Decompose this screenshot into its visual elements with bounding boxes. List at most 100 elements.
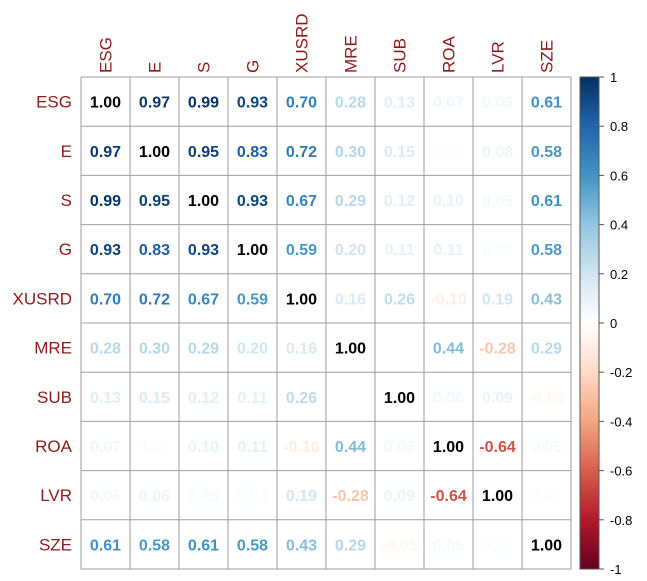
- cell-value: 0.11: [237, 439, 267, 456]
- cell-value: 0.07: [90, 439, 121, 456]
- col-label-e: E: [146, 62, 165, 73]
- row-label-sub: SUB: [37, 388, 72, 407]
- legend-tick-label: -0.4: [610, 414, 632, 429]
- matrix-cells: 1.00 0.97 0.99 0.93 0.70 0.28 0.13 0.07 0.06 0.61…: [90, 95, 565, 555]
- cell-value: 0.72: [139, 291, 170, 308]
- legend-tick-label: -0.6: [610, 464, 632, 479]
- cell-value: 0.99: [90, 193, 121, 210]
- cell-value: 0.61: [531, 95, 562, 112]
- col-label-xusrd: XUSRD: [293, 13, 312, 73]
- cell-value: 0.70: [286, 95, 317, 112]
- column-labels: ESG E S G XUSRD MRE SUB ROA LVR SZE: [97, 13, 557, 73]
- legend-tick-label: -0.2: [610, 365, 632, 380]
- cell-value: 1.00: [482, 488, 513, 505]
- cell-value: 0.19: [286, 488, 317, 505]
- color-legend-bar: [579, 76, 600, 570]
- cell-value: 0.29: [335, 193, 366, 210]
- cell-value: 0.16: [335, 291, 366, 308]
- col-label-mre: MRE: [342, 35, 361, 73]
- cell-value: 0.05: [531, 439, 562, 456]
- cell-value: 0.97: [139, 95, 170, 112]
- cell-value: 0.19: [482, 291, 513, 308]
- cell-value: 0.58: [139, 537, 170, 554]
- col-label-sub: SUB: [391, 38, 410, 73]
- cell-value: 0.61: [188, 537, 219, 554]
- cell-value: -0.64: [479, 439, 516, 456]
- cell-value: -0.28: [479, 341, 516, 358]
- cell-value: 1.00: [531, 537, 562, 554]
- cell-value: 0.06: [90, 488, 121, 505]
- row-label-s: S: [61, 191, 72, 210]
- cell-value: 0.11: [237, 390, 267, 407]
- cell-value: 0.06: [433, 390, 464, 407]
- cell-value: 0.02: [139, 439, 170, 456]
- cell-value: 0.61: [531, 193, 562, 210]
- legend-tick-label: 0.2: [610, 267, 628, 282]
- cell-value: 0.12: [188, 390, 219, 407]
- cell-value: 0.29: [335, 537, 366, 554]
- cell-value: 1.00: [433, 439, 464, 456]
- cell-value: -0.10: [283, 439, 320, 456]
- cell-value: 0.10: [188, 439, 219, 456]
- col-label-s: S: [195, 62, 214, 73]
- cell-value: 0.06: [384, 439, 415, 456]
- legend-tick-label: 0.4: [610, 218, 628, 233]
- cell-value: 1.00: [237, 242, 268, 259]
- cell-value: -0.05: [528, 390, 565, 407]
- cell-value: 0.61: [90, 537, 121, 554]
- cell-value: 0.83: [139, 242, 170, 259]
- cell-value: 0.20: [237, 341, 268, 358]
- cell-value: 0.28: [90, 341, 121, 358]
- cell-value: 0.07: [433, 95, 464, 112]
- cell-value: 0.95: [188, 144, 219, 161]
- cell-value: -0.28: [332, 488, 369, 505]
- cell-value: 0.59: [286, 242, 317, 259]
- cell-value: 1.00: [384, 390, 415, 407]
- cell-value: 0.29: [188, 341, 219, 358]
- row-label-g: G: [59, 240, 72, 259]
- cell-value: 0.58: [237, 537, 268, 554]
- cell-value: 0.15: [384, 144, 415, 161]
- cell-value: 0.08: [482, 144, 513, 161]
- cell-value: 0.93: [237, 193, 268, 210]
- col-label-esg: ESG: [97, 37, 116, 73]
- matrix-grid: [80, 76, 572, 570]
- cell-value: 0.02: [482, 537, 513, 554]
- cell-value: 0.13: [384, 95, 415, 112]
- cell-value: 0.58: [531, 242, 562, 259]
- cell-value: 0.09: [482, 390, 513, 407]
- cell-value: 0.58: [531, 144, 562, 161]
- cell-value: 0.28: [335, 95, 366, 112]
- cell-value: 0.93: [188, 242, 219, 259]
- cell-value: 0.03: [237, 488, 268, 505]
- cell-value: 1.00: [286, 291, 317, 308]
- cell-value: 0.43: [286, 537, 317, 554]
- cell-value: 0.08: [139, 488, 170, 505]
- cell-value: 0.59: [237, 291, 268, 308]
- cell-value: 0.44: [335, 439, 366, 456]
- col-label-g: G: [244, 60, 263, 73]
- legend-tick-label: 0: [610, 316, 617, 331]
- row-label-xusrd: XUSRD: [12, 289, 72, 308]
- cell-value: 0.09: [384, 488, 415, 505]
- cell-value: 0.02: [531, 488, 562, 505]
- cell-value: 0.97: [90, 144, 121, 161]
- cell-value: -0.10: [430, 291, 467, 308]
- legend-tick-label: -1: [610, 562, 622, 577]
- legend-tick-label: 0.8: [610, 119, 628, 134]
- cell-value: 0.11: [433, 242, 463, 259]
- cell-value: 0.93: [237, 95, 268, 112]
- cell-value: 0.16: [286, 341, 317, 358]
- cell-value: 0.70: [90, 291, 121, 308]
- cell-value: 0.15: [139, 390, 170, 407]
- cell-value: 0.10: [433, 193, 464, 210]
- cell-value: 0.05: [482, 193, 513, 210]
- col-label-sze: SZE: [538, 40, 557, 73]
- cell-value: -0.64: [430, 488, 467, 505]
- cell-value: 0.11: [384, 242, 414, 259]
- cell-value: 0.02: [433, 144, 464, 161]
- row-label-e: E: [61, 142, 72, 161]
- color-legend: 1 0.8 0.6 0.4 0.2 0 -0.2 -0.4 -0.6 -0.8 -1: [579, 70, 632, 577]
- cell-value: -0.05: [381, 537, 418, 554]
